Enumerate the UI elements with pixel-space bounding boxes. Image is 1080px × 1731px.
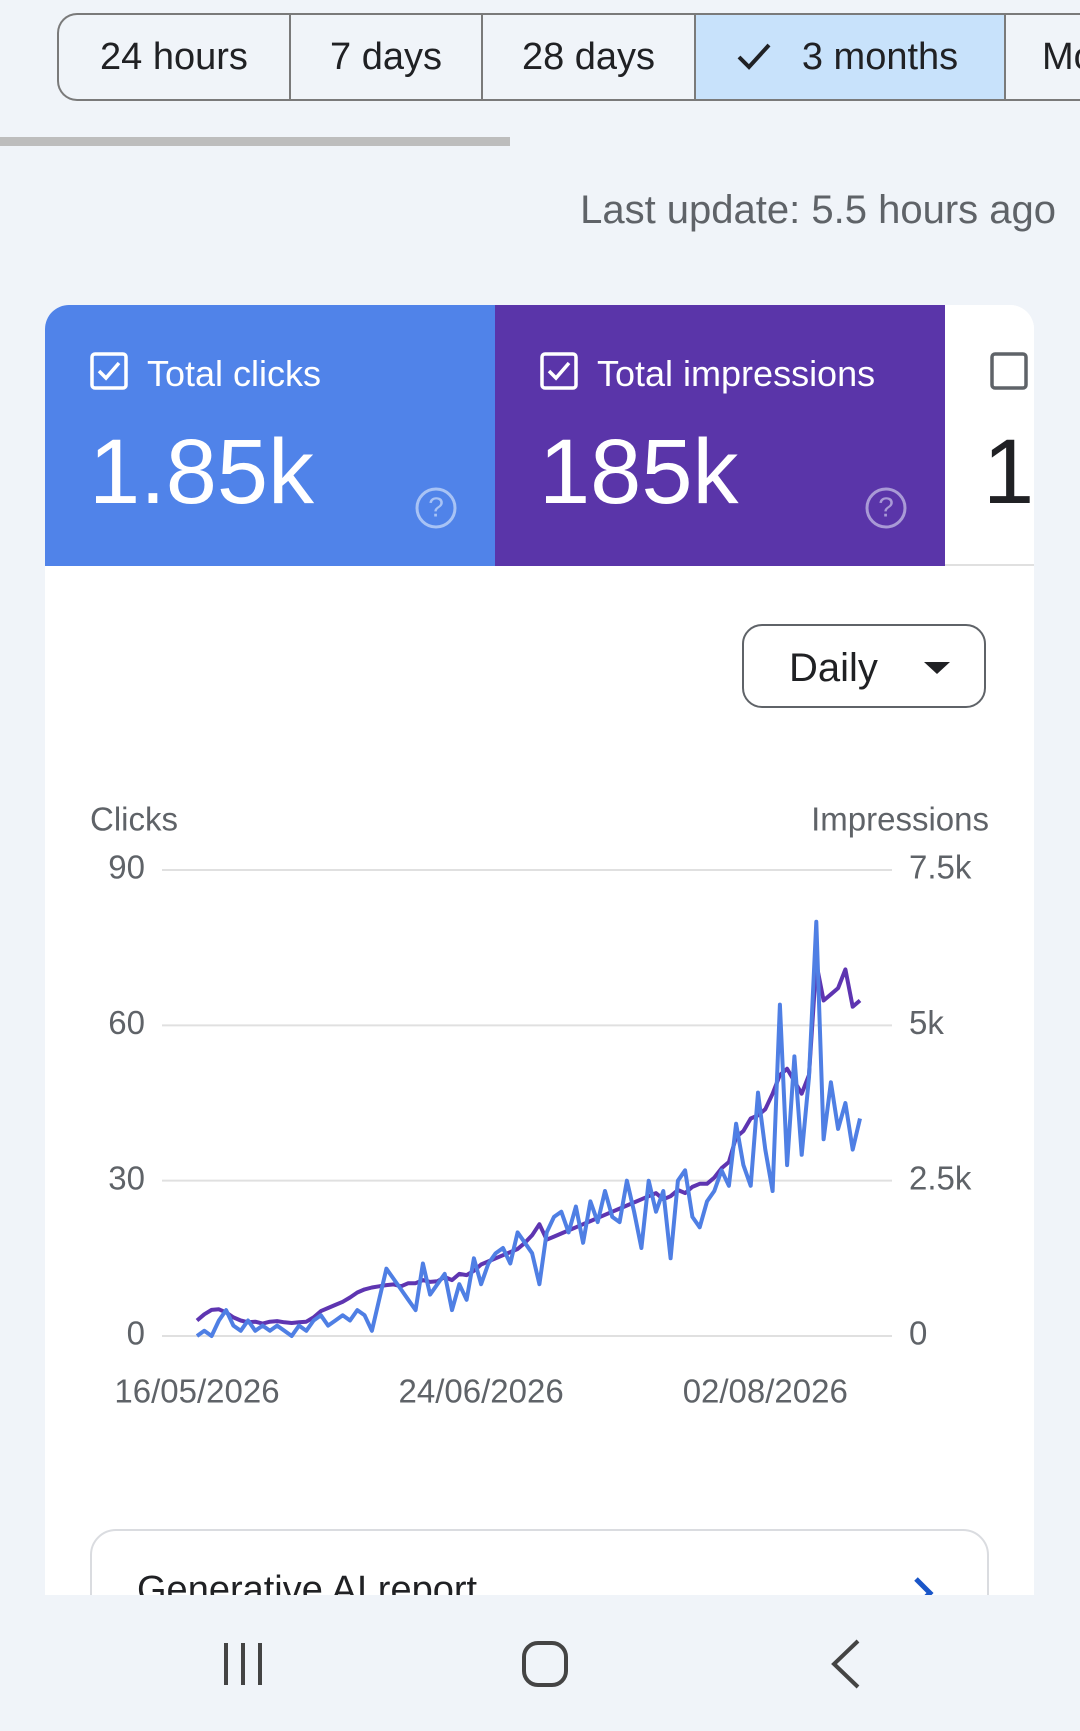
report-link[interactable]: Generative AI report xyxy=(90,1529,989,1595)
help-icon[interactable]: ? xyxy=(864,486,908,530)
home-button[interactable] xyxy=(522,1641,568,1687)
y-tick-label: 30 xyxy=(108,1159,145,1196)
tab[interactable]: 7 days xyxy=(291,15,483,99)
metric-value: 185k xyxy=(539,421,739,523)
help-icon[interactable]: ? xyxy=(414,486,458,530)
metric-label: Total clicks xyxy=(147,353,322,394)
y2-tick-label: 7.5k xyxy=(909,849,972,886)
back-button[interactable] xyxy=(831,1639,860,1689)
granularity-dropdown[interactable]: Daily xyxy=(742,624,986,708)
checkbox xyxy=(540,352,578,390)
recent-apps[interactable] xyxy=(224,1643,262,1685)
y2-tick-label: 0 xyxy=(909,1315,927,1352)
checkbox xyxy=(990,352,1028,390)
dropdown-arrow xyxy=(924,662,950,674)
metric-card[interactable]: 1 xyxy=(945,305,1034,566)
tab-label: 3 months xyxy=(801,36,959,78)
metric-label: Total impressions xyxy=(597,353,876,394)
checkbox xyxy=(90,352,128,390)
metric-value: 1 xyxy=(983,421,1034,523)
metric-card[interactable]: Total impressions 185k ? xyxy=(495,305,945,566)
svg-text:?: ? xyxy=(878,491,894,522)
y2-axis-title: Impressions xyxy=(811,801,989,838)
performance-panel: Total clicks 1.85k ? Total impressions 1… xyxy=(45,305,1034,1595)
series-line xyxy=(195,919,862,1338)
chart: Clicks Impressions 0 30 60 90 0 2.5k 5k 7.5k 16/05… xyxy=(90,801,989,1410)
tab[interactable]: Mo xyxy=(1042,36,1080,78)
y2-tick-label: 2.5k xyxy=(909,1159,972,1196)
svg-text:?: ? xyxy=(428,491,444,522)
tab[interactable]: 24 hours xyxy=(59,15,291,99)
y2-tick-label: 5k xyxy=(909,1004,944,1041)
y-axis-title: Clicks xyxy=(90,801,178,838)
y-tick-label: 0 xyxy=(127,1315,145,1352)
dropdown-label: Daily xyxy=(789,646,878,690)
series-line xyxy=(195,961,862,1326)
metric-card[interactable]: Total clicks 1.85k ? xyxy=(45,305,495,566)
chevron xyxy=(914,1577,934,1595)
nav-bar xyxy=(224,1639,860,1689)
x-tick-label: 24/06/2026 xyxy=(399,1373,564,1410)
x-tick-label: 02/08/2026 xyxy=(683,1373,848,1410)
tab[interactable]: 28 days xyxy=(483,15,696,99)
last-update: Last update: 5.5 hours ago xyxy=(580,188,1056,232)
scroll-indicator xyxy=(0,137,510,146)
check-icon xyxy=(737,43,771,70)
y-tick-label: 90 xyxy=(108,849,145,886)
tab-selected[interactable]: 3 months xyxy=(696,15,1006,99)
x-tick-label: 16/05/2026 xyxy=(114,1373,279,1410)
metric-value: 1.85k xyxy=(89,421,315,523)
report-title: Generative AI report xyxy=(137,1569,478,1595)
y-tick-label: 60 xyxy=(108,1004,145,1041)
time-range-tabs: 24 hours 7 days 28 days 3 months Mo xyxy=(57,13,1080,101)
